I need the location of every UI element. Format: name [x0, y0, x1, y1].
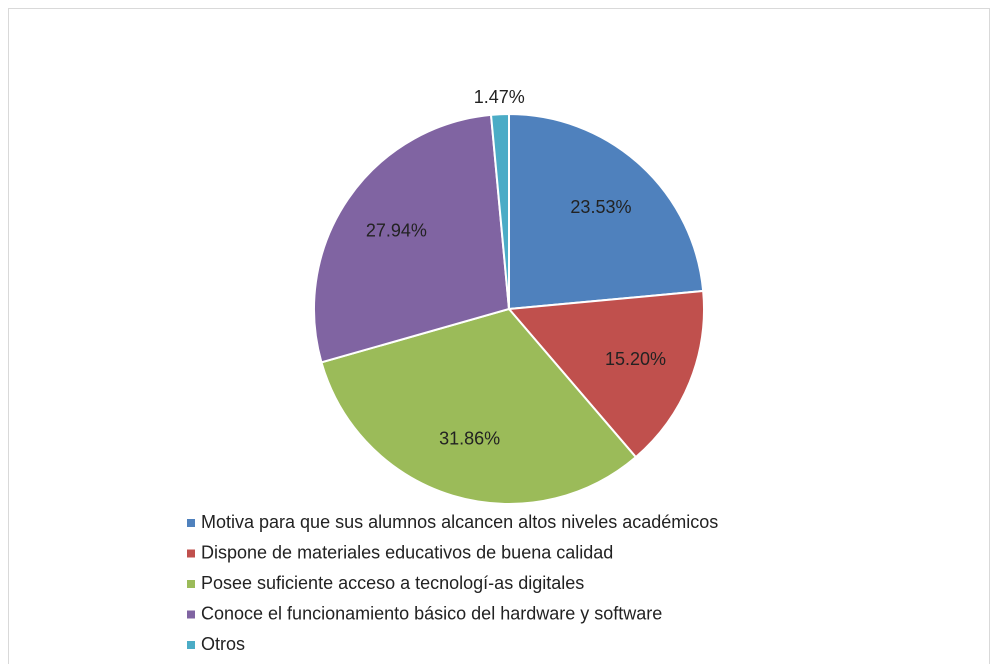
legend-label: Dispone de materiales educativos de buen… — [201, 542, 613, 562]
pie-slice — [313, 113, 511, 364]
legend-marker — [187, 580, 195, 588]
legend-label: Posee suficiente acceso a tecnologí-as d… — [201, 573, 584, 593]
legend-marker — [187, 610, 195, 619]
pie-slice — [320, 307, 638, 505]
data-label: 15.20% — [605, 349, 666, 369]
data-label: 1.47% — [474, 87, 525, 107]
pie-slice — [506, 289, 705, 459]
pie-slice — [489, 112, 510, 310]
data-label: 31.86% — [439, 428, 500, 448]
legend-marker — [187, 519, 195, 527]
legend-label: Otros — [201, 634, 245, 654]
legend-marker — [187, 549, 195, 558]
pie-slice — [508, 112, 705, 311]
legend-label: Conoce el funcionamiento básico del hard… — [201, 603, 662, 623]
data-label: 27.94% — [366, 221, 427, 241]
legend-label: Motiva para que sus alumnos alcancen alt… — [201, 512, 718, 532]
legend-marker — [187, 641, 195, 649]
data-label: 23.53% — [570, 197, 631, 217]
